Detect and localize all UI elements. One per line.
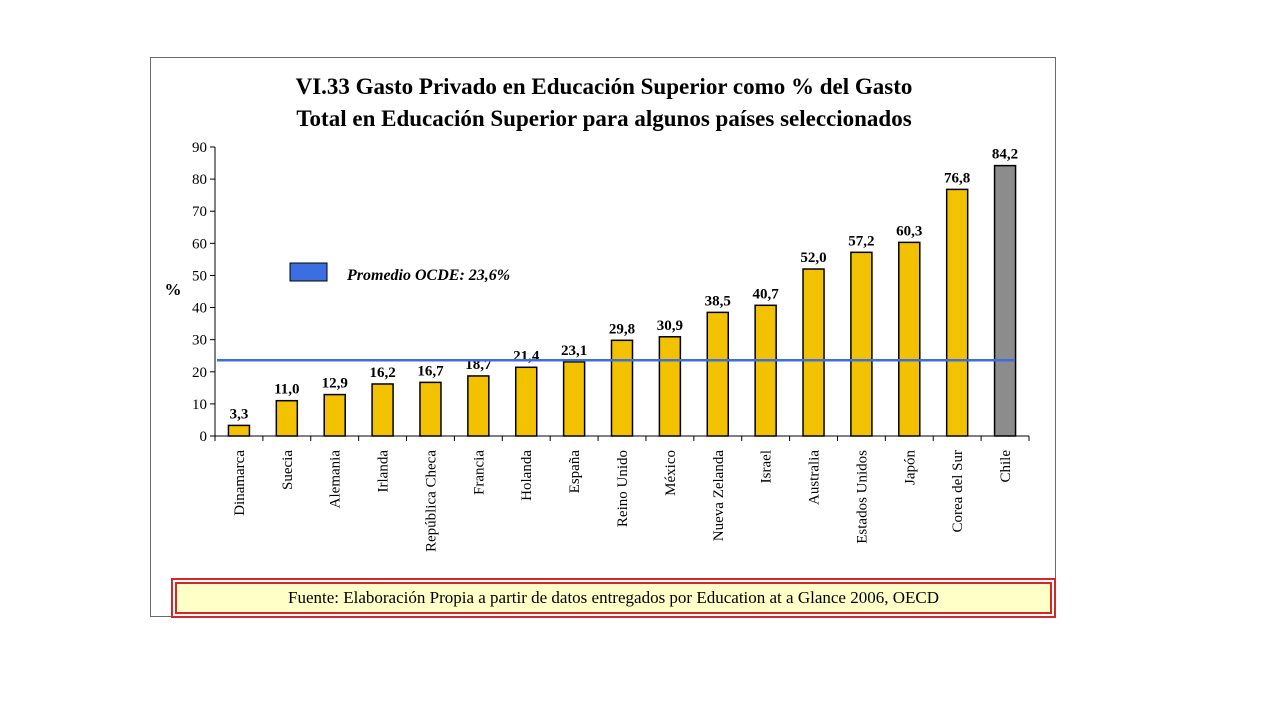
- bar-11: [706, 311, 730, 437]
- category-label: Suecia: [280, 450, 296, 490]
- value-label: 38,5: [705, 293, 731, 309]
- bar-17: [993, 164, 1017, 437]
- value-label: 11,0: [274, 382, 299, 398]
- category-label: Dinamarca: [232, 450, 248, 516]
- y-tick-label: 80: [192, 172, 207, 188]
- value-label: 16,2: [369, 365, 395, 381]
- bar-10: [658, 336, 682, 437]
- value-label: 60,3: [896, 223, 922, 239]
- chart-title-line: Total en Educación Superior para algunos…: [296, 106, 911, 131]
- value-label: 30,9: [657, 318, 683, 334]
- legend-label: Promedio OCDE: 23,6%: [346, 267, 510, 284]
- category-label: República Checa: [423, 450, 439, 552]
- y-tick-label: 10: [192, 397, 207, 413]
- category-label: Francia: [471, 450, 487, 495]
- value-label: 40,7: [753, 286, 780, 302]
- category-label: México: [663, 450, 679, 496]
- bar-6: [467, 375, 490, 437]
- bar-15: [898, 241, 921, 437]
- y-tick-label: 70: [192, 204, 207, 220]
- bar-1: [227, 424, 251, 437]
- bar-9: [610, 339, 634, 437]
- y-tick-label: 20: [192, 365, 207, 381]
- category-label: Chile: [998, 450, 1014, 483]
- value-label: 12,9: [322, 376, 348, 392]
- bar-chart: VI.33 Gasto Privado en Educación Superio…: [165, 74, 1030, 552]
- category-label: Australia: [807, 450, 823, 505]
- category-label: Estados Unidos: [854, 450, 870, 544]
- category-label: Holanda: [519, 450, 535, 501]
- y-tick-label: 0: [200, 429, 208, 445]
- bar-13: [802, 268, 825, 437]
- category-label: España: [567, 450, 583, 494]
- category-label: Reino Unido: [615, 450, 631, 527]
- y-tick-label: 60: [192, 236, 207, 252]
- bar-5: [419, 381, 442, 437]
- value-label: 16,7: [417, 363, 444, 379]
- value-label: 57,2: [848, 233, 874, 249]
- chart-title-line: VI.33 Gasto Privado en Educación Superio…: [296, 74, 913, 99]
- value-label: 3,3: [230, 406, 249, 422]
- y-tick-label: 30: [192, 333, 207, 349]
- category-label: Israel: [759, 450, 775, 483]
- y-tick-label: 50: [192, 268, 207, 284]
- source-note: Fuente: Elaboración Propia a partir de d…: [171, 578, 1056, 618]
- value-label: 52,0: [800, 250, 826, 266]
- category-label: Corea del Sur: [950, 450, 966, 532]
- value-label: 29,8: [609, 321, 635, 337]
- bar-7: [514, 366, 538, 437]
- chart-frame: VI.33 Gasto Privado en Educación Superio…: [150, 57, 1056, 617]
- category-label: Irlanda: [376, 450, 392, 493]
- value-label: 76,8: [944, 170, 970, 186]
- bar-4: [371, 383, 394, 437]
- value-label: 84,2: [992, 147, 1018, 163]
- value-label: 23,1: [561, 343, 587, 359]
- bar-14: [850, 251, 873, 437]
- y-axis-label: %: [165, 280, 182, 299]
- source-text: Fuente: Elaboración Propia a partir de d…: [175, 582, 1052, 614]
- bar-2: [275, 399, 299, 437]
- y-tick-label: 40: [192, 301, 207, 317]
- category-label: Alemania: [328, 450, 344, 509]
- category-label: Japón: [902, 450, 918, 485]
- value-label: 21,4: [513, 348, 540, 364]
- legend-swatch: [289, 262, 328, 282]
- bar-12: [754, 304, 777, 437]
- category-label: Nueva Zelanda: [711, 450, 727, 542]
- bar-16: [945, 188, 969, 437]
- bar-3: [323, 393, 346, 437]
- bar-8: [562, 361, 586, 437]
- y-tick-label: 90: [192, 140, 207, 156]
